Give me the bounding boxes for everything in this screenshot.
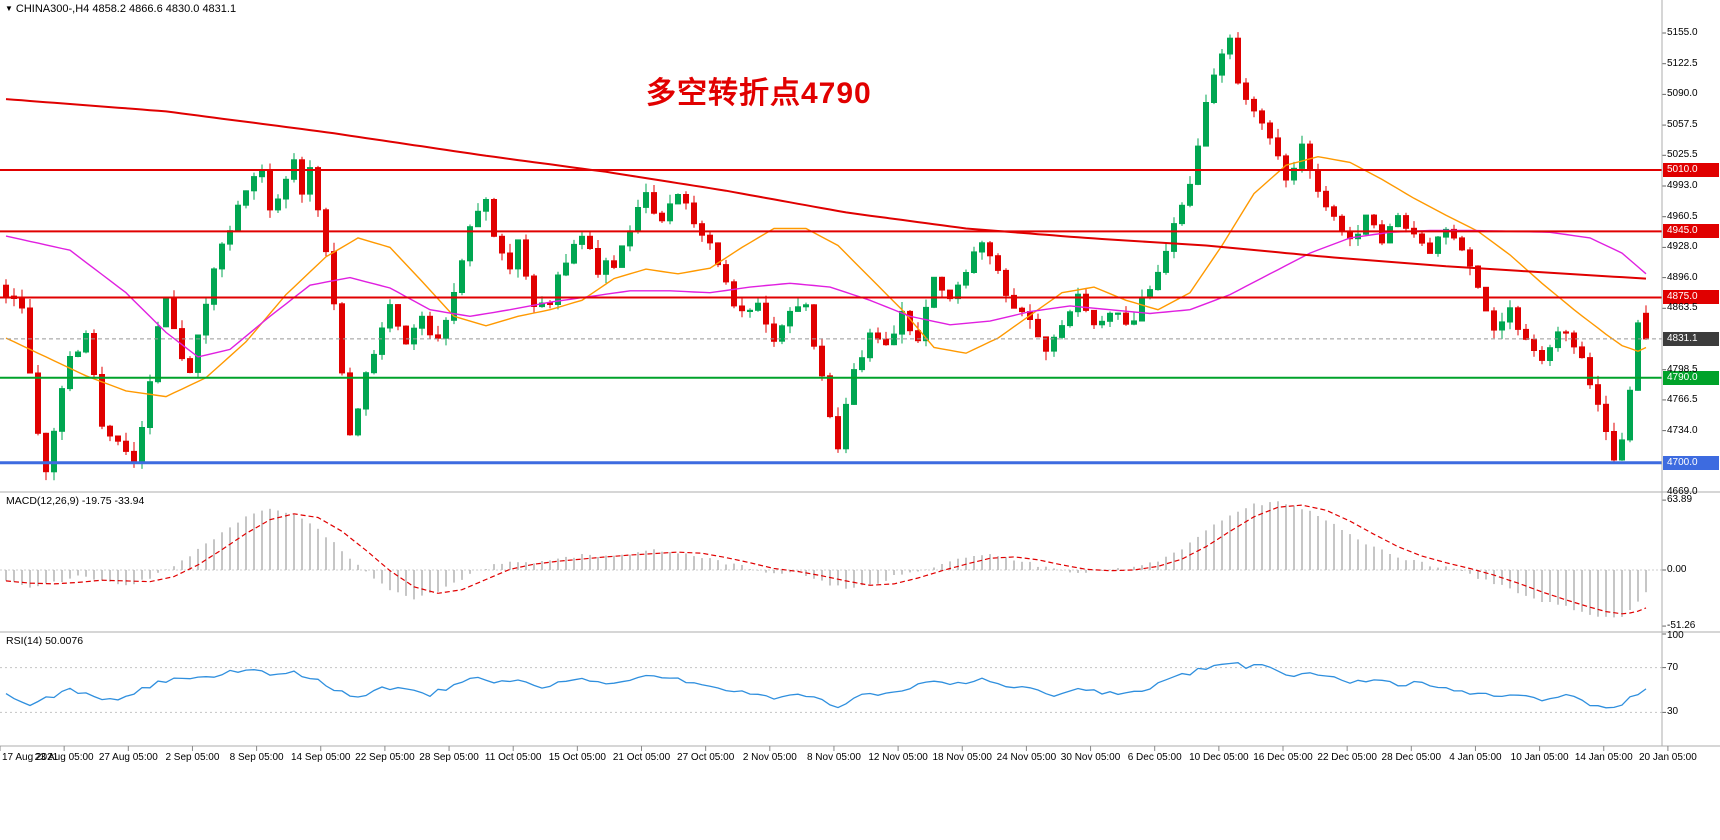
rsi-panel <box>0 633 1666 713</box>
time-axis-label: 8 Nov 05:00 <box>806 752 861 763</box>
price-axis-tick: 4928.0 <box>1667 241 1698 253</box>
time-axis-label: 22 Dec 05:00 <box>1317 752 1377 763</box>
time-axis-label: 14 Sep 05:00 <box>291 752 351 763</box>
price-axis-tick: 5025.5 <box>1667 149 1698 161</box>
resistance-4945-badge: 4945.0 <box>1663 224 1719 239</box>
symbol-info-bar: ▼ CHINA300-,H4 4858.2 4866.6 4830.0 4831.… <box>5 3 236 15</box>
symbol-ohlc-text: CHINA300-,H4 4858.2 4866.6 4830.0 4831.1 <box>15 3 237 15</box>
time-axis-label: 28 Dec 05:00 <box>1381 752 1442 763</box>
time-axis-label: 18 Nov 05:00 <box>932 752 993 763</box>
current-price-badge: 4831.1 <box>1663 331 1719 346</box>
time-axis-label: 27 Aug 05:00 <box>98 752 158 763</box>
panel-separators <box>0 0 1720 747</box>
price-axis-tick: 4669.0 <box>1667 486 1698 497</box>
ma-fast-orange <box>5 155 1647 398</box>
macd-indicator-label: MACD(12,26,9) -19.75 -33.94 <box>6 495 145 507</box>
ma-mid-magenta <box>5 229 1647 358</box>
time-axis-label: 2 Sep 05:00 <box>165 752 220 763</box>
time-axis-label: 4 Jan 05:00 <box>1449 752 1502 763</box>
time-axis-label: 17 Aug 2021 <box>2 752 59 763</box>
candlestick-series <box>3 32 1649 481</box>
time-axis-label: 15 Oct 05:00 <box>548 752 606 763</box>
price-axis-tick: 5155.0 <box>1667 27 1698 38</box>
price-axis <box>1662 32 1666 493</box>
price-axis-tick: 4734.0 <box>1667 424 1698 436</box>
support-4700-badge: 4700.0 <box>1663 455 1719 470</box>
time-axis-label: 12 Nov 05:00 <box>868 752 928 763</box>
time-axis-label: 6 Dec 05:00 <box>1127 752 1182 763</box>
price-axis-tick: 4863.5 <box>1667 302 1698 314</box>
time-axis-label: 10 Dec 05:00 <box>1189 752 1249 763</box>
ma-slow-red <box>5 98 1647 280</box>
time-axis-label: 16 Dec 05:00 <box>1253 752 1313 763</box>
price-axis-tick: 5090.0 <box>1667 88 1698 100</box>
macd-axis-tick: -51.26 <box>1667 620 1696 632</box>
symbol-dropdown-icon[interactable]: ▼ <box>5 4 13 13</box>
time-axis-label: 20 Jan 05:00 <box>1638 752 1697 763</box>
time-axis-label: 30 Nov 05:00 <box>1060 752 1121 763</box>
time-axis <box>0 746 1669 751</box>
macd-panel <box>0 499 1666 627</box>
rsi-axis-tick: 30 <box>1667 706 1679 718</box>
macd-axis-tick: 0.00 <box>1667 564 1687 575</box>
price-axis-tick: 4896.0 <box>1667 271 1698 283</box>
time-axis-label: 8 Sep 05:00 <box>229 752 284 763</box>
price-axis-tick: 5057.5 <box>1667 119 1698 131</box>
rsi-indicator-label: RSI(14) 50.0076 <box>6 635 84 647</box>
time-axis-label: 24 Nov 05:00 <box>996 752 1057 763</box>
price-axis-tick: 4993.0 <box>1667 180 1698 191</box>
price-axis-tick: 4766.5 <box>1667 393 1698 405</box>
time-axis-label: 27 Oct 05:00 <box>677 752 735 763</box>
time-axis-label: 28 Sep 05:00 <box>419 752 479 763</box>
resistance-4875-badge: 4875.0 <box>1663 290 1719 305</box>
price-axis-tick: 4798.5 <box>1667 363 1698 375</box>
resistance-5010-badge: 5010.0 <box>1663 162 1719 177</box>
rsi-axis-tick: 100 <box>1667 630 1684 641</box>
time-axis-label: 2 Nov 05:00 <box>742 752 797 763</box>
time-axis-label: 22 Sep 05:00 <box>355 752 415 763</box>
price-level-lines <box>0 168 1662 465</box>
time-axis-label: 10 Jan 05:00 <box>1510 752 1569 763</box>
rsi-axis-tick: 70 <box>1667 661 1679 673</box>
time-axis-label: 23 Aug 05:00 <box>34 752 94 763</box>
time-axis-label: 21 Oct 05:00 <box>612 752 671 763</box>
time-axis-label: 14 Jan 05:00 <box>1574 752 1633 763</box>
pivot-4790-badge: 4790.0 <box>1663 370 1719 385</box>
time-axis-label: 11 Oct 05:00 <box>484 752 542 763</box>
macd-axis-tick: 63.89 <box>1667 494 1693 506</box>
price-axis-tick: 5122.5 <box>1667 57 1698 69</box>
chart-annotation-text: 多空转折点4790 <box>646 77 872 110</box>
price-axis-tick: 4960.5 <box>1667 210 1698 222</box>
